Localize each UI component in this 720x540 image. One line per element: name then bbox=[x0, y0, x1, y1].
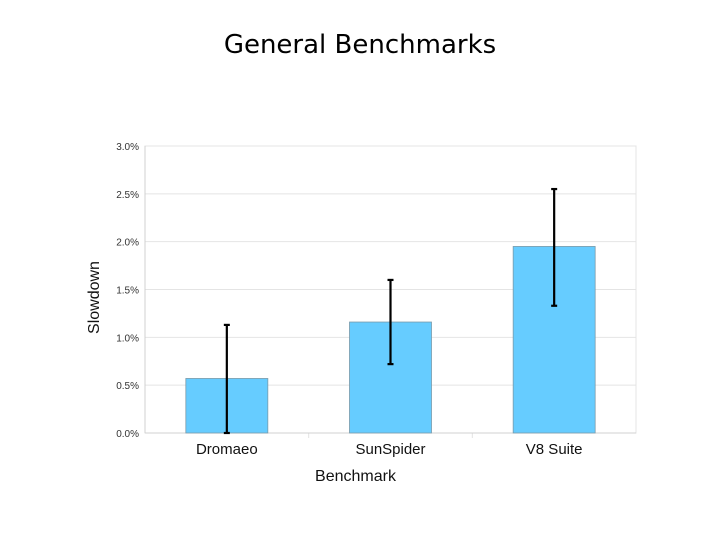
y-tick-label: 0.0% bbox=[116, 429, 139, 440]
y-axis-title: Slowdown bbox=[86, 261, 103, 334]
y-tick-label: 3.0% bbox=[116, 142, 139, 153]
x-tick-label: V8 Suite bbox=[526, 441, 583, 458]
y-tick-label: 1.5% bbox=[116, 286, 139, 297]
y-tick-label: 2.5% bbox=[116, 190, 139, 201]
y-tick-label: 2.0% bbox=[116, 238, 139, 249]
x-axis-title: Benchmark bbox=[315, 468, 397, 485]
x-tick-label: Dromaeo bbox=[196, 441, 258, 458]
y-tick-label: 1.0% bbox=[116, 333, 139, 344]
x-tick-label: SunSpider bbox=[355, 441, 425, 458]
slide-title: General Benchmarks bbox=[223, 30, 497, 60]
y-tick-label: 0.5% bbox=[116, 381, 139, 392]
